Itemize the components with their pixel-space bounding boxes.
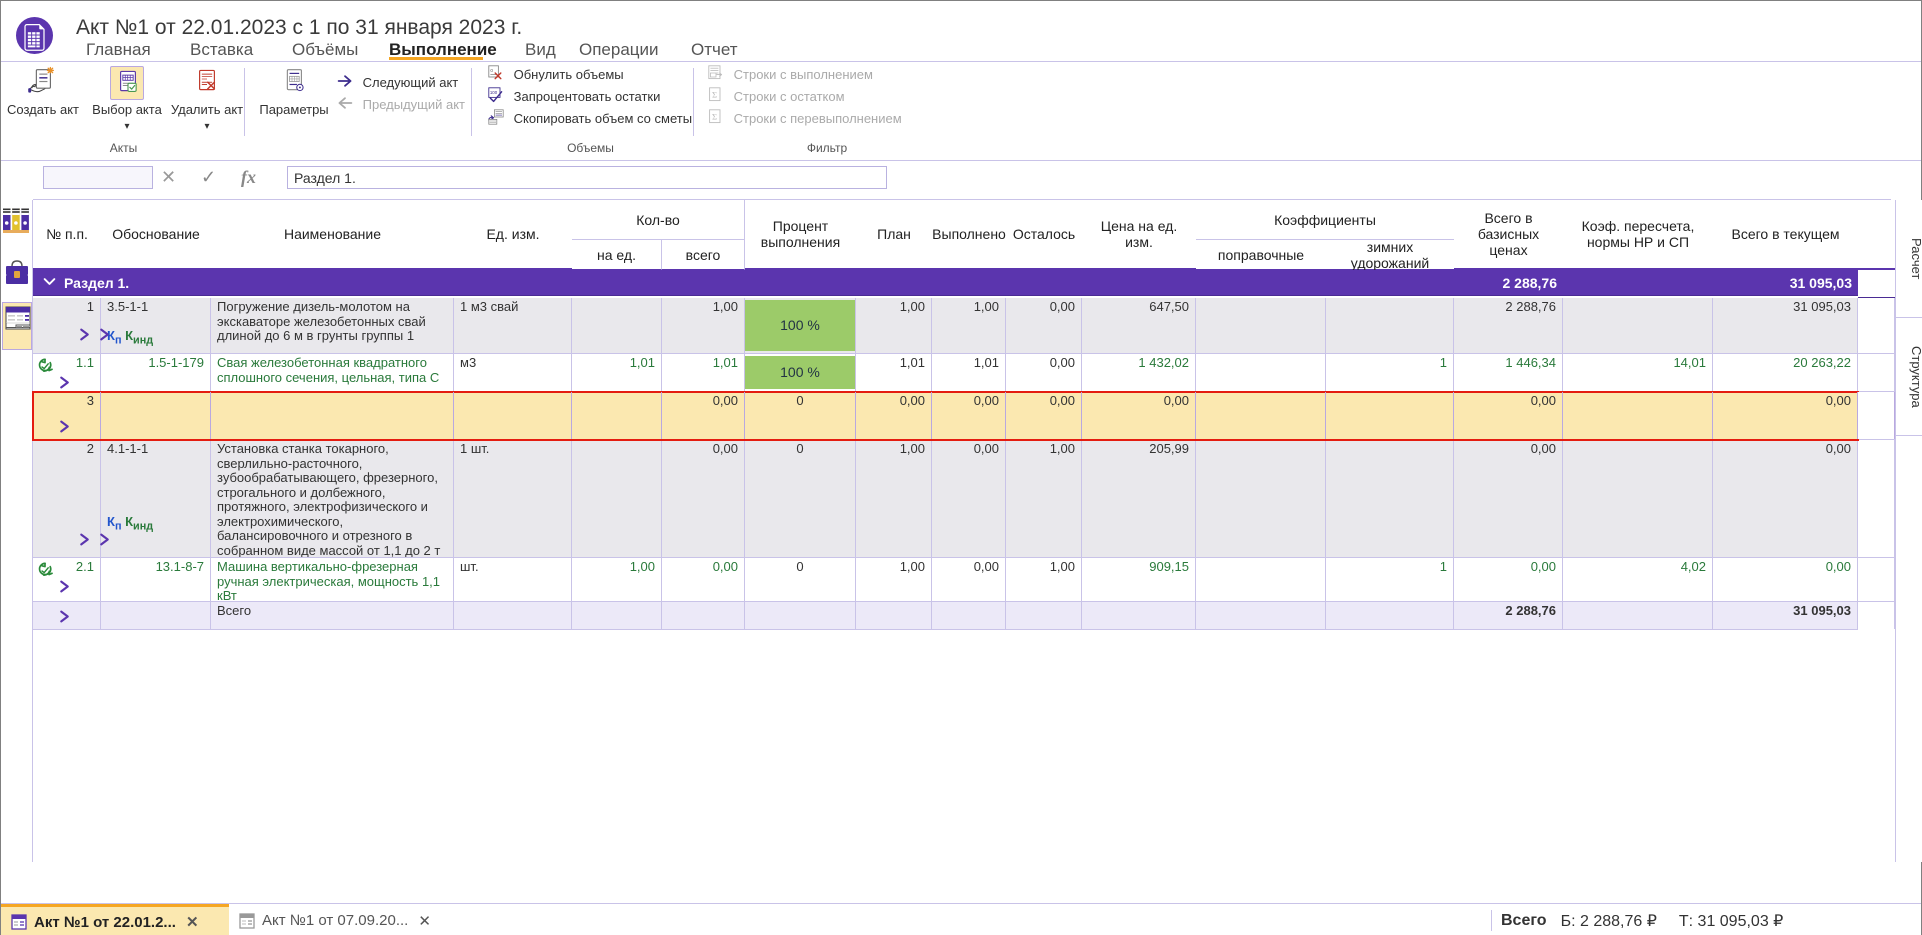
svg-text:Σ: Σ xyxy=(712,89,717,99)
svg-text:100: 100 xyxy=(490,89,498,94)
svg-text:0: 0 xyxy=(490,68,493,74)
svg-text:Σ: Σ xyxy=(712,111,717,121)
